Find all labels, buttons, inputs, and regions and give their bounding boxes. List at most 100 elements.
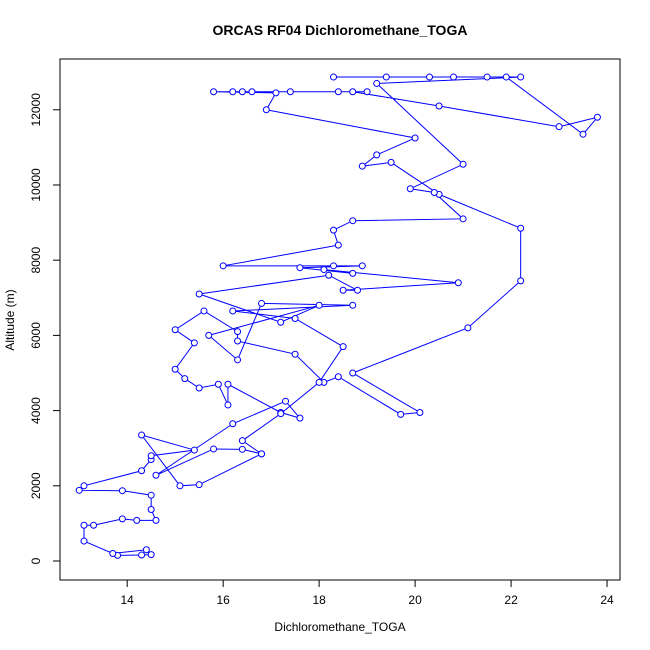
data-point — [296, 414, 304, 422]
data-point — [277, 410, 285, 418]
data-point — [296, 264, 304, 272]
data-line — [77, 76, 599, 556]
data-point — [75, 486, 83, 494]
data-point — [258, 450, 266, 458]
data-point — [272, 89, 280, 97]
x-axis-label: Dichloromethane_TOGA — [274, 620, 405, 634]
data-point — [171, 326, 179, 334]
data-point — [190, 339, 198, 347]
data-point — [387, 158, 395, 166]
data-point — [238, 445, 246, 453]
data-point — [349, 369, 357, 377]
data-point — [330, 226, 338, 234]
data-point — [152, 516, 160, 524]
data-point — [373, 151, 381, 159]
data-point — [277, 318, 285, 326]
data-point — [152, 471, 160, 479]
data-point — [349, 217, 357, 225]
data-point — [449, 73, 457, 81]
data-point — [195, 290, 203, 298]
data-point — [138, 551, 146, 559]
data-point — [248, 88, 256, 96]
x-tick-label: 24 — [600, 593, 614, 607]
data-point — [142, 546, 150, 554]
data-point — [181, 375, 189, 383]
data-point — [195, 384, 203, 392]
data-point — [315, 301, 323, 309]
data-point — [147, 452, 155, 460]
data-point — [334, 373, 342, 381]
x-tick-label: 16 — [216, 593, 230, 607]
x-tick-label: 22 — [504, 593, 518, 607]
data-point — [358, 262, 366, 270]
data-point — [80, 482, 88, 490]
data-point — [147, 505, 155, 513]
data-point — [349, 301, 357, 309]
data-point — [593, 113, 601, 121]
data-point — [214, 380, 222, 388]
data-point — [291, 350, 299, 358]
data-point — [238, 88, 246, 96]
plot-box — [59, 58, 621, 581]
y-axis-label: Altitude (m) — [3, 289, 17, 350]
data-point — [358, 162, 366, 170]
data-point — [339, 343, 347, 351]
data-point — [219, 262, 227, 270]
data-point — [229, 307, 237, 315]
data-point — [234, 356, 242, 364]
data-point — [416, 408, 424, 416]
data-point — [315, 378, 323, 386]
data-point — [517, 224, 525, 232]
data-point — [286, 88, 294, 96]
data-point — [147, 551, 155, 559]
data-point — [325, 271, 333, 279]
data-point — [238, 437, 246, 445]
data-point — [229, 88, 237, 96]
data-point — [210, 88, 218, 96]
data-point — [80, 537, 88, 545]
data-point — [330, 262, 338, 270]
data-point — [517, 73, 525, 81]
data-point — [171, 365, 179, 373]
data-point — [397, 410, 405, 418]
data-point — [363, 88, 371, 96]
y-tick-label: 0 — [29, 557, 43, 564]
data-point — [229, 420, 237, 428]
data-point — [224, 380, 232, 388]
y-tick-label: 12000 — [29, 93, 43, 127]
data-point — [483, 73, 491, 81]
data-point — [210, 445, 218, 453]
data-point — [435, 102, 443, 110]
data-point — [411, 134, 419, 142]
data-point — [579, 130, 587, 138]
data-point — [205, 331, 213, 339]
data-point — [133, 516, 141, 524]
data-point — [320, 266, 328, 274]
data-point — [459, 215, 467, 223]
x-tick-label: 14 — [121, 593, 135, 607]
data-point — [425, 73, 433, 81]
data-point — [459, 160, 467, 168]
data-point — [291, 314, 299, 322]
y-tick-label: 4000 — [29, 397, 43, 424]
data-point — [234, 328, 242, 336]
data-point — [176, 482, 184, 490]
data-point — [334, 88, 342, 96]
data-point — [349, 269, 357, 277]
data-point — [382, 73, 390, 81]
data-point — [195, 481, 203, 489]
data-point — [282, 397, 290, 405]
data-point — [373, 79, 381, 87]
data-point — [147, 491, 155, 499]
data-point — [258, 299, 266, 307]
data-point — [118, 515, 126, 523]
chart-title: ORCAS RF04 Dichloromethane_TOGA — [213, 22, 468, 38]
data-point — [334, 241, 342, 249]
data-point — [430, 188, 438, 196]
data-point — [200, 307, 208, 315]
y-tick-label: 6000 — [29, 322, 43, 349]
data-point — [234, 337, 242, 345]
data-point — [349, 88, 357, 96]
